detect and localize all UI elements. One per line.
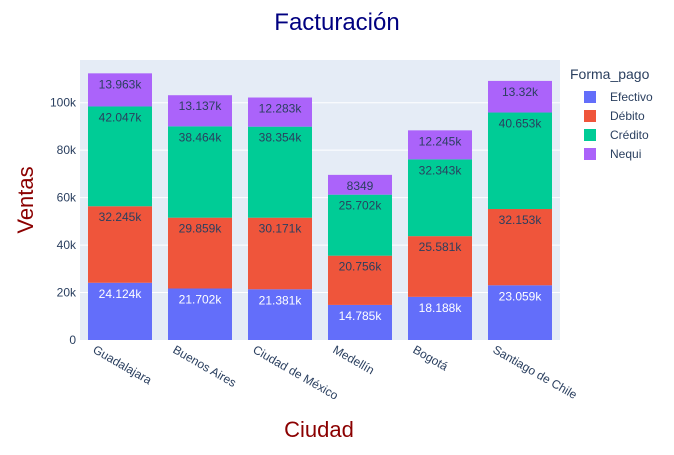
x-tick-label: Guadalajara [91,342,155,387]
bar-efectivo [328,304,392,340]
plot-area [80,60,560,340]
bar-value-label: 32.153k [499,213,543,227]
x-tick-label: Medellín [331,342,377,377]
x-tick-label: Bogotá [411,342,451,373]
legend-swatch [584,110,596,122]
bar-débito [328,255,392,305]
bar-value-label: 30.171k [259,222,303,236]
bar-nequi [408,130,472,160]
bar-value-label: 13.963k [99,77,143,91]
bar-value-label: 38.354k [259,131,303,145]
bar-débito [488,208,552,286]
legend-swatch [584,129,596,141]
bar-efectivo [408,296,472,340]
bar-value-label: 12.245k [419,134,463,148]
legend-swatch [584,91,596,103]
legend-title: Forma_pago [570,66,650,82]
bar-value-label: 8349 [347,179,374,193]
chart-title: Facturación [274,9,399,36]
bar-crédito [248,126,312,218]
bar-value-label: 20.756k [339,260,383,274]
bar-nequi [168,95,232,127]
bar-débito [88,206,152,283]
x-tick-label: Santiago de Chile [491,342,580,402]
y-axis-ticks: 0 20k 40k 60k 80k 100k [50,96,77,347]
bar-value-label: 14.785k [339,309,383,323]
bar-value-label: 40.653k [499,117,543,131]
legend: Forma_pago Efectivo Débito Crédito Nequi [570,66,653,161]
bar-value-label: 13.32k [502,85,539,99]
bar-nequi [328,174,392,195]
bar-value-label: 23.059k [499,289,543,303]
grid-lines [80,102,560,294]
legend-item: Efectivo [610,90,653,104]
bar-nequi [488,80,552,113]
bar-value-label: 21.381k [259,293,303,307]
x-tick-label: Buenos Aires [171,342,239,389]
y-tick-label: 100k [50,96,77,110]
bar-crédito [328,194,392,256]
bar-value-label: 18.188k [419,301,463,315]
y-tick-label: 0 [69,333,76,347]
bar-débito [408,236,472,297]
x-axis-title: Ciudad [284,417,354,442]
legend-item: Nequi [610,147,641,161]
x-tick-label: Ciudad de México [251,342,341,402]
bar-crédito [488,112,552,209]
bar-nequi [248,97,312,127]
bar-value-label: 32.245k [99,210,143,224]
bar-débito [248,217,312,290]
y-axis-title: Ventas [13,166,38,233]
bar-efectivo [488,285,552,340]
bar-value-label: 24.124k [99,287,143,301]
bar-value-label: 32.343k [419,163,463,177]
bars [88,73,552,340]
bar-efectivo [88,282,152,340]
bar-value-label: 25.581k [419,240,463,254]
bar-efectivo [248,289,312,340]
bar-crédito [88,106,152,207]
bar-value-label: 38.464k [179,130,223,144]
bar-value-label: 42.047k [99,110,143,124]
y-tick-label: 20k [57,286,77,300]
legend-item: Crédito [610,128,649,142]
bar-efectivo [168,288,232,340]
y-tick-label: 60k [57,191,77,205]
bar-value-label: 21.702k [179,293,223,307]
bar-value-label: 13.137k [179,99,223,113]
bar-crédito [408,159,472,237]
x-axis-ticks: Guadalajara Buenos Aires Ciudad de MéxicoM… [91,342,580,402]
y-tick-label: 80k [57,143,77,157]
bar-nequi [88,73,152,107]
bar-crédito [168,126,232,218]
legend-swatch [584,148,596,160]
legend-item: Débito [610,109,645,123]
bar-débito [168,217,232,289]
bar-value-label: 25.702k [339,199,383,213]
bar-value-label: 29.859k [179,222,223,236]
bar-value-label: 12.283k [259,102,303,116]
bar-labels: 24.124k 32.245k 42.047k 13.963k 21.702k 29.85… [99,77,543,323]
y-tick-label: 40k [57,238,77,252]
